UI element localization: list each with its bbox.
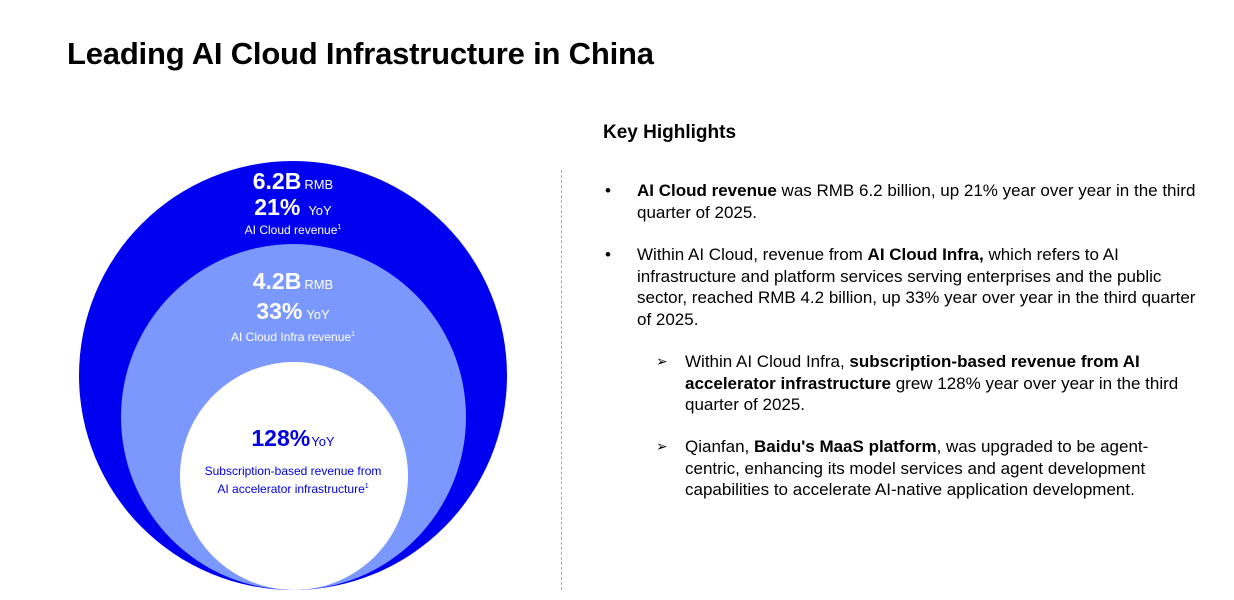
ai-cloud-infra-label: AI Cloud Infra revenue1 [93,330,493,344]
accelerator-growth: 128%YoY [93,425,493,452]
label: AI accelerator infrastructure [217,482,365,496]
divider [561,170,562,590]
ai-cloud-growth: 21% YoY [93,194,493,221]
text: Qianfan, [685,437,754,456]
bullet-icon: • [605,245,611,264]
text: grew 128% year over year in the third qu… [685,373,1179,415]
value: 6.2B [252,168,302,194]
bold-text: AI Cloud revenue [637,181,777,200]
ai-cloud-value: 6.2B RMB [93,168,493,195]
growth: 21% [254,194,301,220]
text: which refers to AI infrastructure and pl… [637,245,1196,329]
footnote: 1 [351,331,355,338]
key-highlights-heading: Key Highlights [603,122,737,143]
value: 4.2B [252,268,302,294]
bold-text: Baidu's MaaS platform [754,437,937,456]
text: was RMB 6.2 billion, up 21% year over ye… [637,181,1196,222]
highlight-bullet: • AI Cloud revenue was RMB 6.2 billion, … [605,180,1197,223]
unit: YoY [308,203,332,218]
unit: RMB [304,177,334,192]
growth: 128% [251,425,311,451]
highlight-sub-bullet: ➢ Within AI Cloud Infra, subscription-ba… [656,351,1195,416]
accelerator-label-line1: Subscription-based revenue from [204,464,382,478]
ai-cloud-infra-growth: 33% YoY [93,298,493,325]
unit: RMB [304,277,334,292]
highlight-bullet: • Within AI Cloud, revenue from AI Cloud… [605,244,1197,330]
unit: YoY [311,434,335,449]
arrow-bullet-icon: ➢ [656,438,668,454]
bullet-icon: • [605,181,611,200]
unit: YoY [306,307,330,322]
ai-accelerator-circle [180,362,408,590]
arrow-bullet-icon: ➢ [656,353,668,369]
highlight-sub-bullet: ➢ Qianfan, Baidu's MaaS platform, was up… [656,436,1195,501]
label: AI Cloud revenue [244,223,338,237]
accelerator-label-line2: AI accelerator infrastructure1 [93,482,493,496]
footnote: 1 [337,224,342,231]
ai-cloud-label: AI Cloud revenue1 [93,223,493,237]
footnote: 1 [364,483,369,490]
text: , was upgraded to be agent-centric, enha… [685,437,1149,499]
bold-text: subscription-based revenue from AI accel… [685,352,1140,393]
growth: 33% [256,298,303,324]
text: Within AI Cloud, revenue from [637,245,868,264]
bold-text: AI Cloud Infra, [867,245,984,264]
text: Within AI Cloud Infra, [685,352,850,371]
ai-cloud-infra-value: 4.2B RMB [93,268,493,295]
page-title: Leading AI Cloud Infrastructure in China [67,36,654,71]
label: AI Cloud Infra revenue [231,330,352,344]
